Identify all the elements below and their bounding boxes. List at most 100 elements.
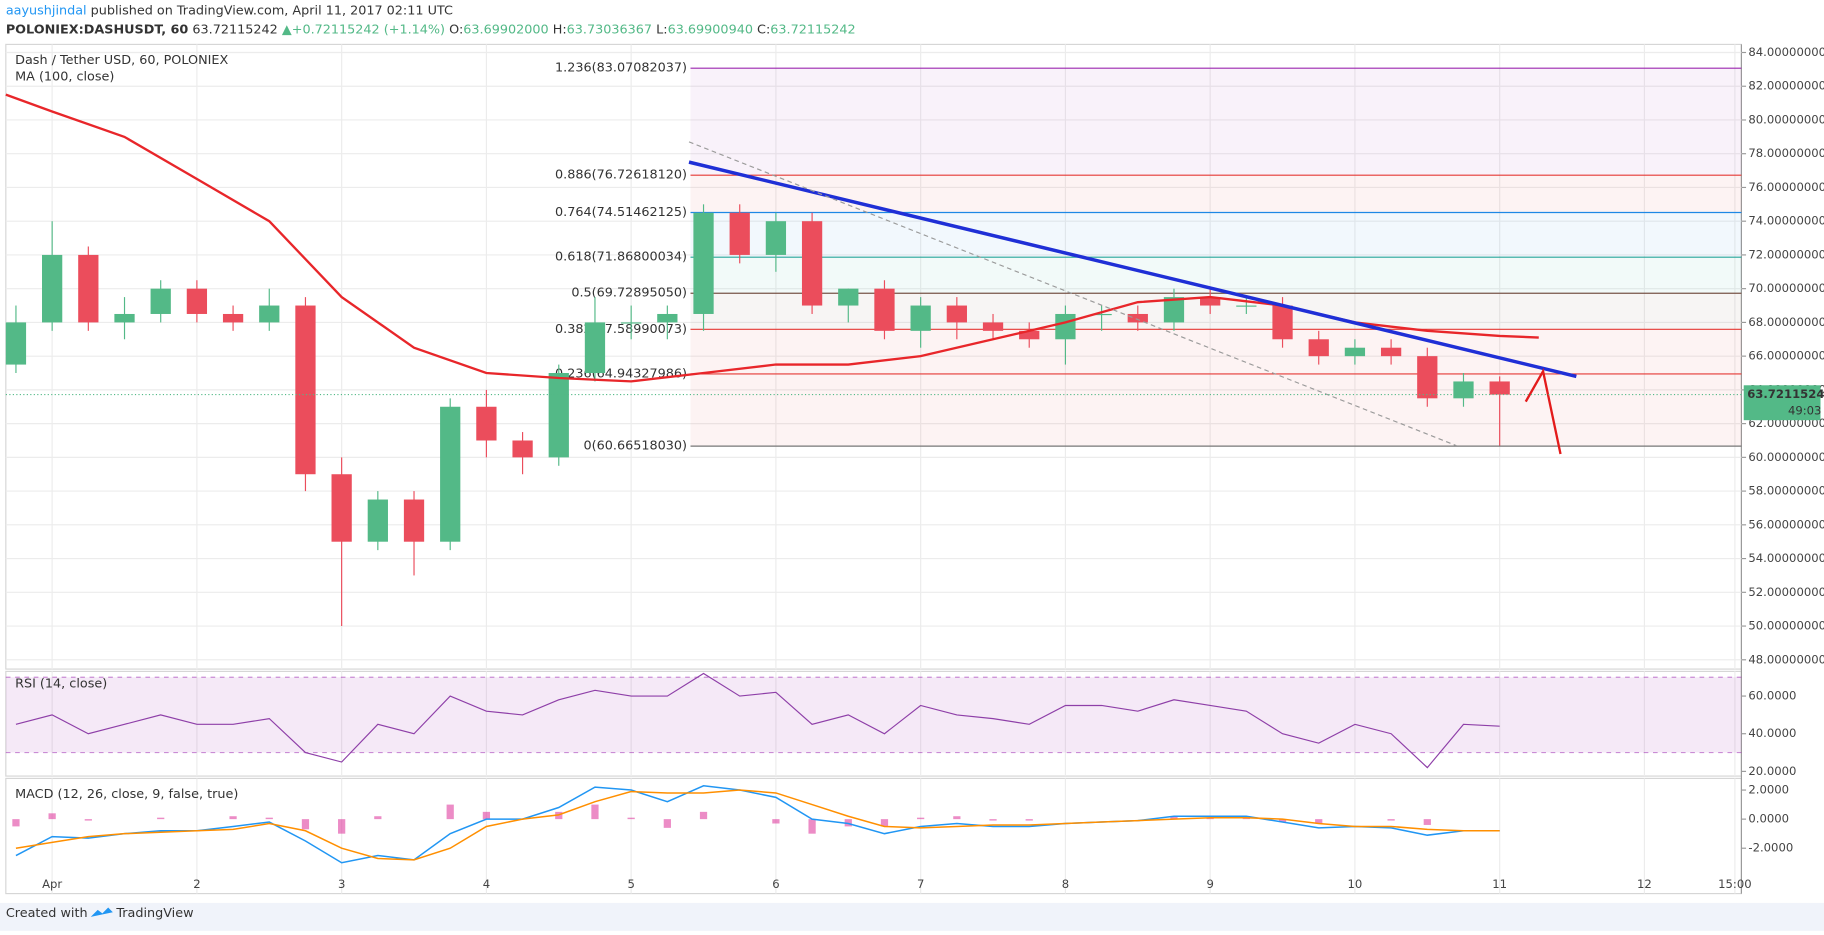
c-key: C: [757, 22, 770, 37]
fib-zone [690, 257, 1742, 294]
candle-body [512, 440, 533, 458]
y-tick-label: 84.00000000 [1748, 45, 1824, 59]
candle-body [222, 313, 244, 323]
y-tick-label: 68.00000000 [1748, 315, 1824, 329]
histogram-bar [482, 811, 491, 820]
x-tick-label: 9 [1206, 877, 1213, 891]
candle-body [729, 212, 750, 255]
histogram-bar [84, 819, 92, 821]
candle-body [78, 254, 99, 323]
candle-body [367, 499, 388, 542]
y-tick-label: 76.00000000 [1748, 180, 1824, 194]
logo [90, 907, 113, 917]
c-val: 63.72115242 [770, 22, 855, 37]
candle-body [1019, 330, 1040, 340]
countdown: 49:03 [1788, 403, 1822, 417]
x-tick-label: 4 [483, 877, 490, 891]
fib-label: 0.618(71.86800034) [555, 250, 687, 265]
signal-line [15, 789, 1500, 861]
macd-line [15, 784, 1500, 864]
pane-title: RSI (14, close) [15, 677, 107, 692]
candle-body [1163, 297, 1185, 323]
histogram-bar [699, 811, 708, 820]
trendline [688, 141, 1457, 447]
candle-body [584, 322, 606, 374]
candle-body [331, 474, 352, 542]
last-price-tag [1743, 385, 1821, 421]
author[interactable]: aayushjindal [6, 3, 87, 18]
candle-body [5, 322, 27, 365]
candle-body [765, 221, 787, 255]
fib-zone [690, 212, 1742, 258]
fib-label: 1.236(83.07082037) [555, 61, 687, 76]
y-tick-label: 60.00000000 [1748, 450, 1824, 464]
y-tick-label: 74.00000000 [1748, 214, 1824, 228]
candle-body [295, 305, 316, 475]
candle-body [838, 288, 859, 306]
histogram-bar [627, 817, 635, 820]
candle-body [910, 305, 931, 331]
y-tick-label: 78.00000000 [1748, 146, 1824, 160]
trendline [688, 160, 1577, 379]
candle-body [1308, 339, 1329, 357]
candle-body [150, 288, 171, 314]
y-tick-label: 56.00000000 [1748, 517, 1824, 531]
candle-body [693, 212, 714, 314]
histogram-bar [374, 816, 382, 820]
pane-title: MACD (12, 26, close, 9, false, true) [15, 787, 238, 802]
histogram-bar [917, 817, 925, 820]
candle-body [1055, 313, 1076, 340]
histogram-bar [772, 819, 780, 824]
y-tick-label: 52.00000000 [1748, 585, 1824, 599]
candle-body [1091, 313, 1112, 316]
y-tick-label: 82.00000000 [1748, 79, 1824, 93]
x-tick-label: 11 [1492, 877, 1507, 891]
y-tick-label: 20.0000 [1748, 764, 1796, 778]
fib-zone [690, 68, 1742, 176]
o-val: 63.69902000 [463, 22, 548, 37]
pane-title: Dash / Tether USD, 60, POLONIEX [15, 53, 228, 68]
y-tick-label: 80.00000000 [1748, 112, 1824, 126]
x-tick-label: 6 [772, 877, 779, 891]
footer-bar [0, 902, 1824, 931]
histogram-bar [157, 817, 165, 820]
published: published on TradingView.com, April 11, … [87, 3, 453, 18]
histogram-bar [880, 819, 889, 827]
candle-body [114, 313, 135, 323]
x-tick-label: 15:00 [1718, 877, 1752, 891]
o-key: O: [449, 22, 463, 37]
candle-body [946, 305, 967, 323]
candle-body [440, 406, 461, 542]
y-tick-label: 72.00000000 [1748, 247, 1824, 261]
rsi-band [5, 677, 1742, 753]
candle-body [982, 322, 1004, 331]
x-tick-label: Apr [42, 877, 62, 891]
histogram-bar [808, 819, 816, 834]
histogram-bar [844, 819, 852, 827]
histogram-bar [663, 819, 671, 828]
histogram-bar [12, 819, 20, 827]
h-key: H: [553, 22, 567, 37]
histogram-bar [1025, 819, 1033, 821]
y-tick-label: 0.0000 [1748, 812, 1789, 826]
histogram-bar [1423, 819, 1431, 825]
histogram-bar [591, 804, 599, 820]
histogram-bar [1315, 819, 1323, 824]
l-val: 63.69900940 [668, 22, 753, 37]
x-tick-label: 12 [1637, 877, 1652, 891]
x-tick-label: 10 [1348, 877, 1363, 891]
candle-body [548, 373, 569, 458]
header-line: aayushjindal published on TradingView.co… [6, 3, 453, 18]
y-tick-label: -2.0000 [1748, 841, 1793, 855]
candle-body [621, 322, 642, 324]
histogram-bar [1170, 816, 1178, 820]
h-val: 63.73036367 [567, 22, 652, 37]
candle-body [1489, 381, 1510, 395]
footer-brand[interactable]: TradingView [115, 906, 193, 921]
y-tick-label: 66.00000000 [1748, 349, 1824, 363]
candle-body [1417, 356, 1438, 399]
y-tick-label: 54.00000000 [1748, 551, 1824, 565]
histogram-bar [1387, 819, 1395, 821]
last-price-label: 63.72115242 [1747, 387, 1824, 401]
